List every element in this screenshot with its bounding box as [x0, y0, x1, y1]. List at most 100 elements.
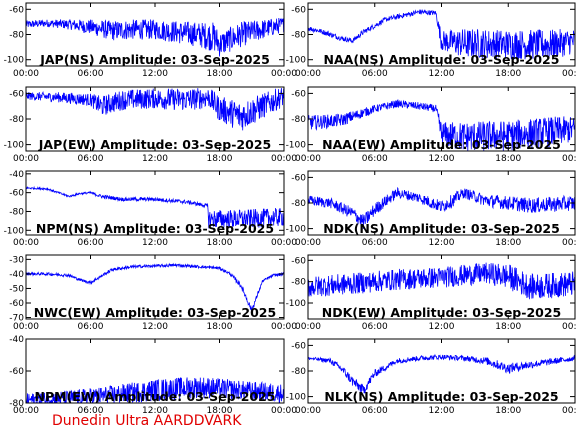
x-tick-label: 00:00 — [295, 154, 321, 164]
amplitude-trace-3 — [26, 88, 284, 131]
x-tick-label: 00:00 — [562, 69, 576, 79]
panel-8: -60 -80 -100 00:00 06:00 12:00 18:00 00:00NDK(E… — [286, 254, 576, 332]
y-tick-label: -80 — [9, 31, 24, 41]
y-tick-label: -80 — [291, 115, 306, 125]
panel-title: NPM(EW) Amplitude: 03-Sep-2025 — [34, 389, 275, 404]
y-tick-label: -80 — [291, 278, 306, 288]
panel-title: NWC(EW) Amplitude: 03-Sep-2025 — [34, 305, 276, 320]
panel-10: -60-80-10000:0006:0012:0018:0000:00NLK(N… — [286, 338, 576, 416]
y-tick-label: -60 — [291, 89, 306, 99]
y-tick-label: -80 — [9, 399, 24, 409]
x-tick-label: 00:00 — [13, 238, 39, 248]
x-tick-label: 00:00 — [295, 69, 321, 79]
y-tick-label: -70 — [9, 314, 24, 324]
y-tick-label: -60 — [9, 89, 24, 99]
y-tick-label: -100 — [286, 56, 307, 66]
x-tick-label: 18:00 — [495, 69, 521, 79]
amplitude-trace-4 — [308, 99, 575, 151]
y-tick-label: -100 — [286, 225, 307, 235]
x-tick-label: 12:00 — [429, 238, 455, 248]
x-tick-label: 06:00 — [78, 322, 104, 332]
y-tick-label: -80 — [291, 31, 306, 41]
y-tick-label: -100 — [4, 141, 25, 151]
x-tick-label: 06:00 — [362, 406, 388, 416]
panel-title: NDK(NS) Amplitude: 03-Sep-2025 — [323, 221, 560, 236]
panel-title: NDK(EW) Amplitude: 03-Sep-2025 — [322, 305, 561, 320]
panel-2: -60 -80 -100 00:00 06:00 12:00 18:00 00:00NAA(N… — [286, 2, 576, 79]
x-tick-label: 00:00 — [13, 154, 39, 164]
y-tick-label: -60 — [9, 5, 24, 15]
x-tick-label: 12:00 — [429, 154, 455, 164]
y-tick-label: -60 — [291, 173, 306, 183]
x-tick-label: 18:00 — [495, 406, 521, 416]
amplitude-trace-2 — [308, 9, 575, 61]
x-tick-label: 00:00 — [13, 69, 39, 79]
amplitude-trace-9 — [26, 377, 284, 403]
x-tick-label: 00:00 — [562, 238, 576, 248]
x-tick-label: 06:00 — [362, 69, 388, 79]
x-tick-label: 00:00 — [271, 154, 297, 164]
x-tick-label: 00:00 — [295, 406, 321, 416]
x-tick-label: 06:00 — [78, 69, 104, 79]
panel-title: NAA(NS) Amplitude: 03-Sep-2025 — [324, 52, 560, 67]
x-tick-label: 12:00 — [429, 322, 455, 332]
credit-text: Dunedin Ultra AARDDVARK — [52, 413, 242, 429]
x-tick-label: 18:00 — [495, 154, 521, 164]
x-tick-label: 12:00 — [142, 322, 168, 332]
x-tick-label: 00:00 — [13, 406, 39, 416]
x-tick-label: 18:00 — [495, 322, 521, 332]
panel-5: -40 -60 -80 -100 00:00 06:00 12:00 18:00 00:00 NP… — [4, 170, 298, 248]
y-tick-label: -40 — [9, 270, 24, 280]
panel-title: JAP(NS) Amplitude: 03-Sep-2025 — [39, 52, 270, 67]
x-tick-label: 12:00 — [142, 238, 168, 248]
y-tick-label: -60 — [9, 299, 24, 309]
x-tick-label: 12:00 — [142, 406, 168, 416]
amplitude-trace-5 — [26, 185, 284, 229]
x-tick-label: 06:00 — [78, 406, 104, 416]
x-tick-label: 06:00 — [362, 322, 388, 332]
x-tick-label: 12:00 — [429, 406, 455, 416]
y-tick-label: -100 — [4, 56, 25, 66]
panel-6: -60 -80 -100 00:00 06:00 12:00 18:00 00:00NDK(N… — [286, 170, 576, 248]
x-tick-label: 00:00 — [562, 322, 576, 332]
x-tick-label: 18:00 — [207, 238, 233, 248]
x-tick-label: 00:00 — [295, 322, 321, 332]
y-tick-label: -100 — [286, 299, 307, 309]
x-tick-label: 18:00 — [207, 322, 233, 332]
panel-title: NLK(NS) Amplitude: 03-Sep-2025 — [324, 389, 558, 404]
y-tick-label: -60 — [9, 189, 24, 199]
x-tick-label: 00:00 — [295, 238, 321, 248]
amplitude-trace-6 — [308, 186, 575, 229]
panel-title: NPM(NS) Amplitude: 03-Sep-2025 — [36, 221, 274, 236]
y-tick-label: -80 — [9, 207, 24, 217]
y-tick-label: -80 — [291, 199, 306, 209]
x-tick-label: 12:00 — [429, 69, 455, 79]
y-tick-label: -100 — [286, 141, 307, 151]
y-tick-label: -40 — [9, 335, 24, 345]
y-tick-label: -60 — [291, 256, 306, 266]
y-tick-label: -80 — [9, 115, 24, 125]
x-tick-label: 12:00 — [142, 154, 168, 164]
x-tick-label: 00:00 — [271, 238, 297, 248]
y-tick-label: -40 — [9, 170, 24, 180]
x-tick-label: 00:00 — [271, 69, 297, 79]
x-tick-label: 18:00 — [207, 406, 233, 416]
y-tick-label: -60 — [9, 367, 24, 377]
panel-title: JAP(EW) Amplitude: 03-Sep-2025 — [38, 137, 271, 152]
panel-4: -60 -80 -100 00:00 06:00 12:00 18:00 00:00NAA(E… — [286, 86, 576, 164]
x-tick-label: 06:00 — [362, 154, 388, 164]
y-tick-label: -50 — [9, 284, 24, 294]
panel-title: NAA(EW) Amplitude: 03-Sep-2025 — [322, 137, 561, 152]
y-tick-label: -100 — [286, 393, 307, 403]
x-tick-label: 00:00 — [271, 322, 297, 332]
x-tick-label: 06:00 — [78, 238, 104, 248]
x-tick-label: 06:00 — [78, 154, 104, 164]
y-tick-label: -80 — [291, 367, 306, 377]
y-tick-label: -60 — [291, 341, 306, 351]
y-tick-label: -100 — [4, 226, 25, 236]
amplitude-trace-10 — [308, 353, 575, 394]
